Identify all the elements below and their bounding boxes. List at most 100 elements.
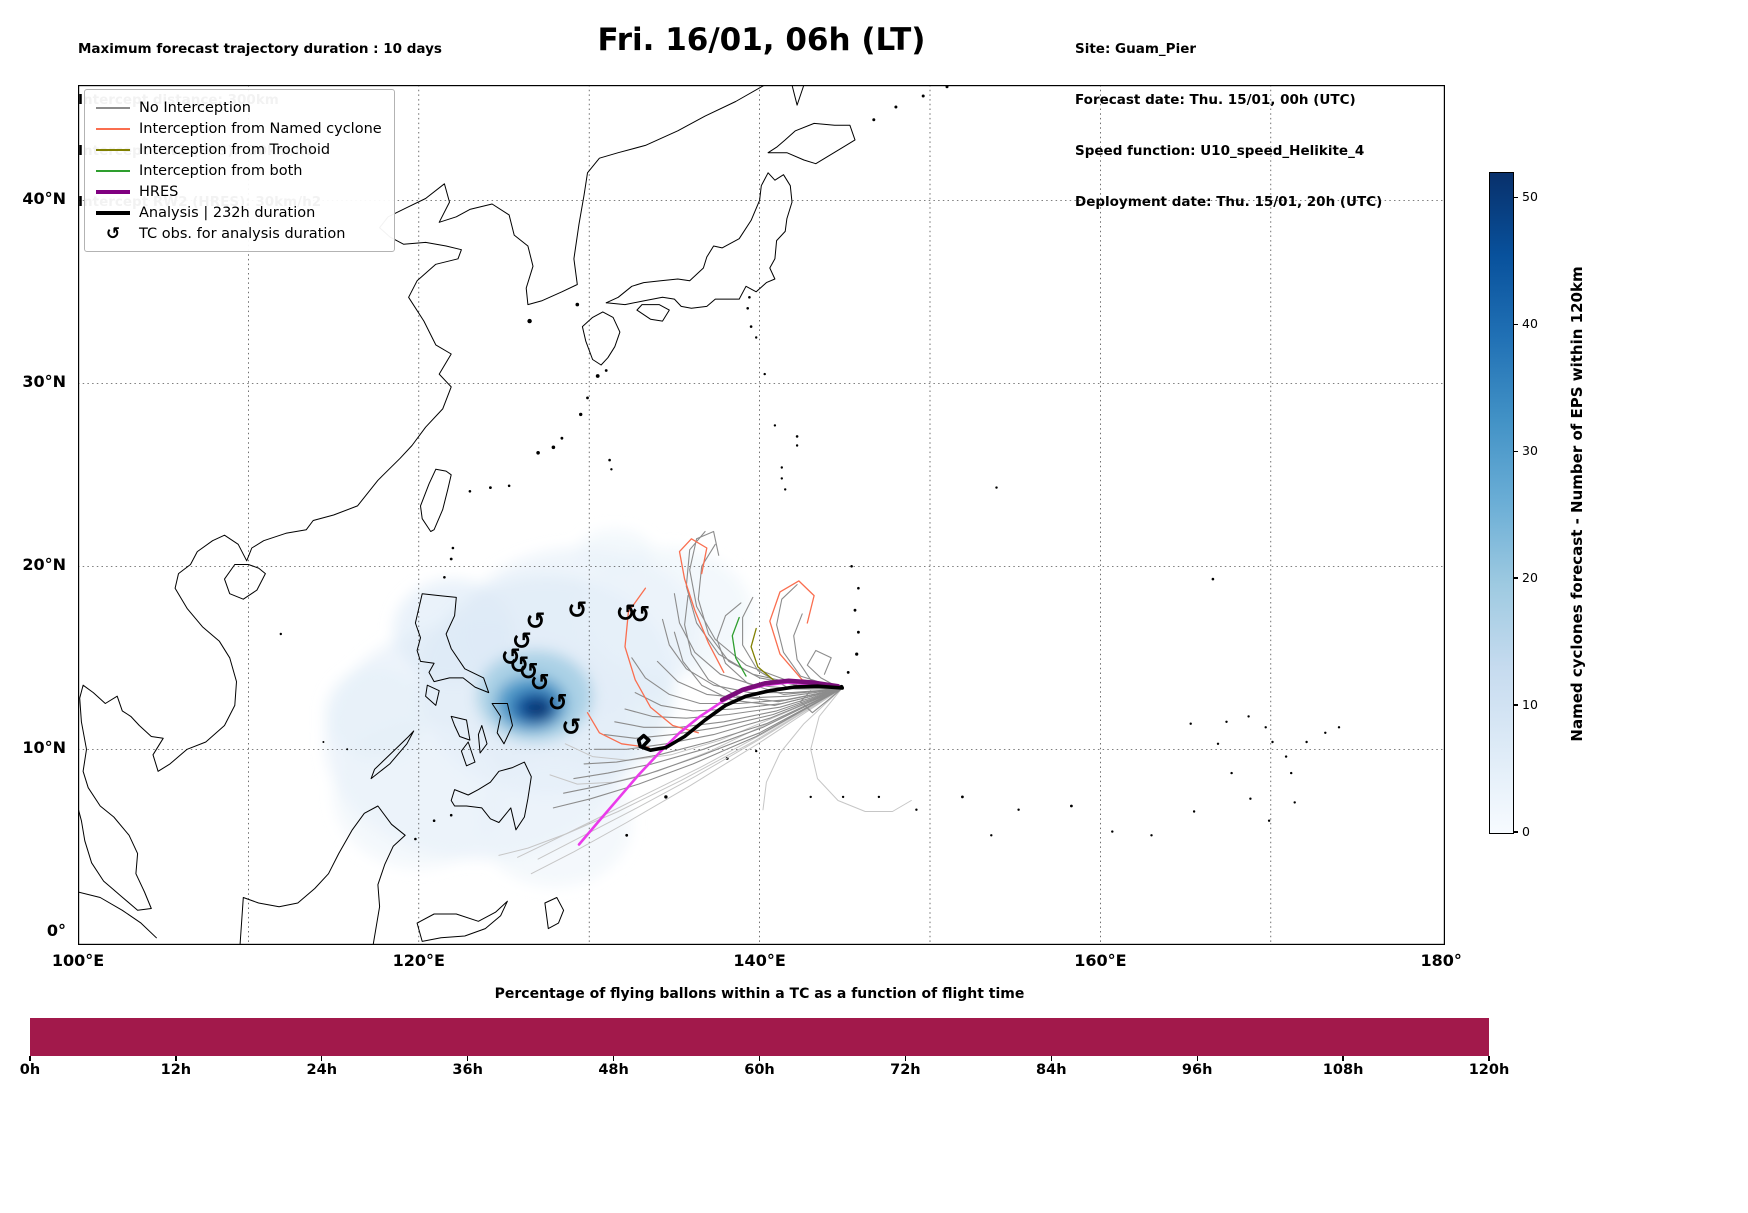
island-dot (468, 490, 472, 493)
bottom-tick-label: 48h (598, 1062, 629, 1078)
tc-obs-symbol: ↺ (509, 651, 529, 679)
island-dot (322, 741, 325, 743)
tc-obs-symbol: ↺ (512, 627, 532, 655)
island-dot (763, 372, 766, 376)
island-dot (595, 374, 600, 378)
legend-line-swatch (91, 189, 135, 194)
legend-item: Interception from Named cyclone (91, 118, 382, 139)
map-legend: No Interception Interception from Named c… (84, 89, 395, 252)
island-dot (449, 557, 453, 561)
x-tick-label: 160°E (1074, 951, 1127, 970)
island-dot (755, 336, 758, 339)
island-dot (748, 296, 751, 299)
colorbar-gradient (1490, 173, 1513, 833)
coastline (767, 122, 856, 165)
island-dot (755, 749, 758, 753)
island-dot (850, 565, 853, 568)
density-blob (325, 666, 428, 759)
island-dot (432, 819, 436, 822)
coastline (78, 85, 766, 911)
ensemble-track (806, 649, 842, 690)
coastline (605, 172, 793, 309)
island-dot (586, 396, 589, 400)
legend-label: Interception from both (139, 162, 303, 179)
legend-label: No Interception (139, 99, 251, 116)
bottom-chart-title: Percentage of flying ballons within a TC… (494, 986, 1025, 1002)
figure-title: Fri. 16/01, 06h (LT) (597, 22, 926, 58)
island-dot (780, 466, 783, 469)
island-dot (1290, 771, 1293, 775)
island-dot (961, 795, 964, 799)
island-dot (1264, 726, 1267, 729)
island-dot (1225, 720, 1228, 723)
ensemble-track (563, 688, 842, 794)
bottom-tick-label: 24h (306, 1062, 338, 1078)
legend-item: ↺ TC obs. for analysis duration (91, 223, 382, 244)
island-dot (489, 486, 492, 489)
ensemble-track (573, 688, 842, 780)
island-dot (841, 795, 845, 799)
legend-line-swatch (91, 169, 135, 172)
island-dot (877, 795, 881, 799)
island-dot (608, 458, 611, 462)
named-cyclone-track (769, 580, 843, 690)
island-dot (551, 445, 556, 450)
bottom-tick-mark (758, 1056, 761, 1061)
bottom-tick-mark (1196, 1056, 1198, 1061)
x-tick-label: 100°E (51, 951, 105, 970)
island-dot (857, 586, 860, 590)
trochoid-track (750, 627, 774, 681)
island-dot (1192, 810, 1196, 813)
y-tick-label: 40°N (22, 189, 66, 209)
ensemble-track (697, 543, 842, 690)
site-info-block: Site: Guam_Pier Forecast date: Thu. 15/0… (1075, 7, 1382, 245)
island-dot (1249, 797, 1252, 800)
island-dot (915, 808, 918, 811)
map-svg: ↺↺↺↺↺↺↺↺ ↺ ↺↺ (78, 85, 1445, 945)
named-cyclone-track (678, 538, 725, 674)
island-dot (664, 795, 668, 799)
colorbar-tick-mark (1513, 577, 1518, 579)
bottom-tick-label: 96h (1181, 1062, 1213, 1078)
island-dot (1284, 755, 1288, 758)
legend-item: Analysis | 232h duration (91, 202, 382, 223)
bottom-tick-label: 0h (19, 1062, 41, 1078)
legend-line-swatch (91, 127, 135, 130)
island-dot (1230, 771, 1233, 775)
hres-track-thick (719, 678, 841, 703)
colorbar-label: Named cyclones forecast - Number of EPS … (1568, 266, 1586, 742)
density-blob (577, 529, 653, 574)
map-frame (78, 85, 1445, 945)
coastline (460, 741, 476, 767)
both-track (731, 616, 747, 677)
colorbar-tick-mark (1513, 450, 1518, 452)
colorbar-tick-label: 40 (1522, 316, 1538, 332)
island-dot (443, 576, 446, 579)
bottom-tick-mark (321, 1056, 323, 1061)
island-dot (1293, 801, 1296, 804)
island-dot (990, 834, 993, 837)
tc-obs-symbol: ↺ (519, 657, 539, 685)
ensemble-track (593, 688, 842, 750)
tc-obs-symbol: ↺ (501, 643, 521, 671)
ensemble-track-light (530, 688, 842, 875)
coastline (239, 805, 406, 945)
tc-obs-symbol: ↺ (525, 607, 545, 635)
island-dot (1111, 830, 1114, 833)
island-dot (773, 424, 777, 427)
bottom-tick-label: 84h (1036, 1062, 1067, 1078)
x-axis-labels: 100°E 120°E 140°E 160°E 180° (0, 951, 1500, 973)
x-tick-label: 120°E (392, 951, 445, 970)
island-dot (1070, 804, 1073, 808)
tc-obs-symbol: ↺ (561, 713, 581, 741)
colorbar-tick-mark (1513, 704, 1518, 706)
y-tick-label: 30°N (22, 372, 66, 392)
ensemble-track (673, 593, 842, 690)
bottom-chart (30, 1018, 1489, 1056)
island-dot (1017, 808, 1020, 811)
ensemble-track-light (517, 688, 842, 858)
colorbar (1489, 172, 1514, 834)
island-dot (1271, 740, 1274, 744)
legend-line-swatch (91, 148, 135, 151)
